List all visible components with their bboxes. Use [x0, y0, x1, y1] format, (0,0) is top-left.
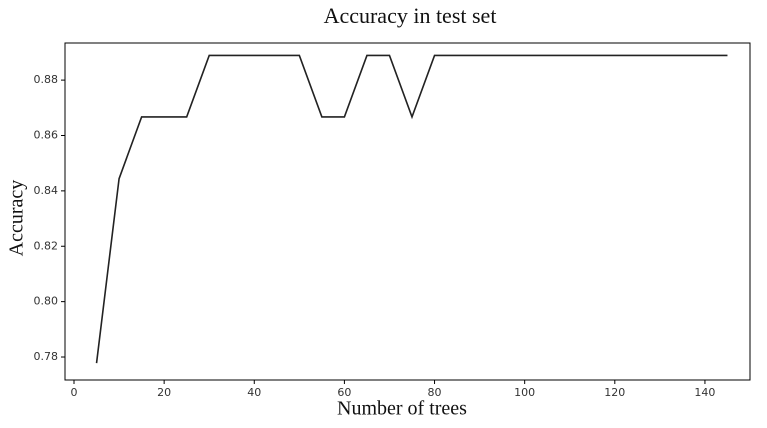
- chart-title: Accuracy in test set: [324, 3, 497, 28]
- x-tick-label: 20: [157, 386, 171, 399]
- x-tick-label: 80: [428, 386, 442, 399]
- line-series: [95, 54, 728, 364]
- x-tick-label: 120: [604, 386, 625, 399]
- y-tick-label: 0.78: [34, 350, 59, 363]
- y-tick-label: 0.84: [34, 184, 59, 197]
- x-tick-label: 40: [247, 386, 261, 399]
- x-tick-label: 140: [694, 386, 715, 399]
- x-tick-label: 100: [514, 386, 535, 399]
- y-tick-label: 0.80: [34, 295, 59, 308]
- y-axis-label: Accuracy: [6, 180, 28, 257]
- plot-frame: [64, 42, 751, 381]
- x-tick-label: 60: [337, 386, 351, 399]
- x-tick-label: 0: [71, 386, 78, 399]
- x-axis-label: Number of trees: [337, 398, 467, 420]
- y-tick-label: 0.88: [34, 73, 59, 86]
- y-tick-label: 0.86: [34, 128, 59, 141]
- y-tick-label: 0.82: [34, 239, 59, 252]
